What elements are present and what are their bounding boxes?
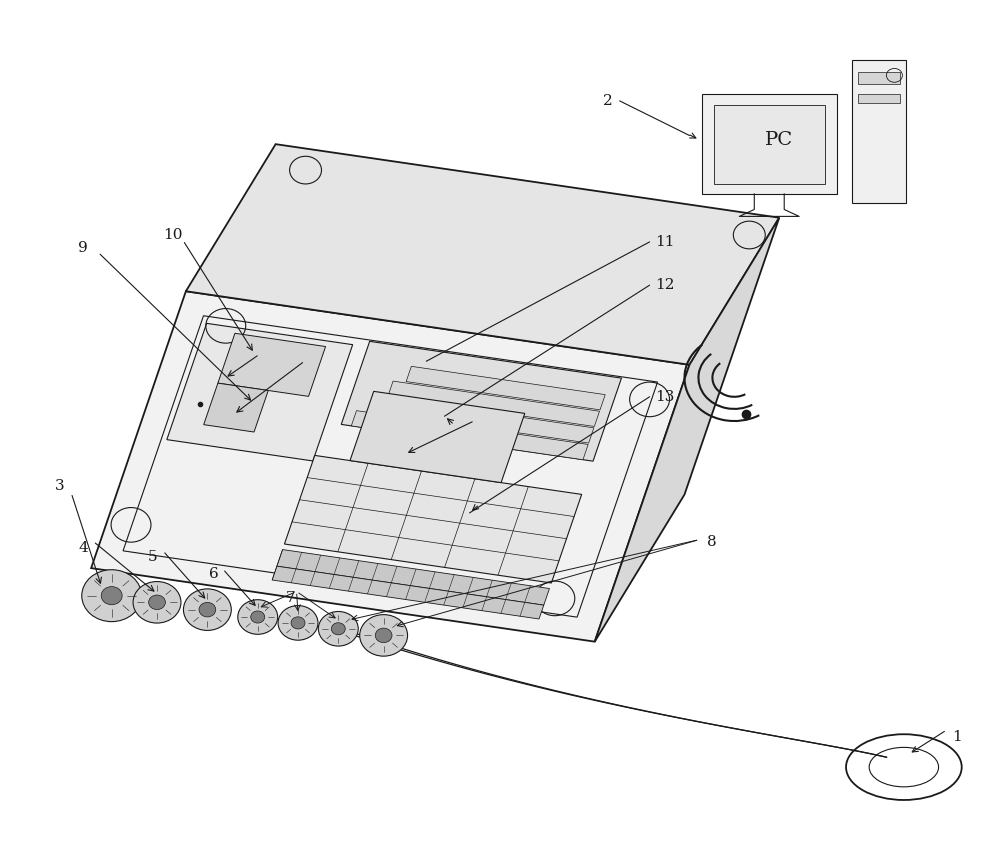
- Circle shape: [331, 622, 345, 635]
- Circle shape: [291, 617, 305, 629]
- Polygon shape: [341, 341, 621, 461]
- Polygon shape: [91, 292, 689, 641]
- Bar: [714, 105, 825, 183]
- Text: PC: PC: [765, 131, 793, 148]
- Circle shape: [375, 628, 392, 642]
- Polygon shape: [186, 144, 779, 365]
- Text: 13: 13: [655, 390, 674, 404]
- Text: 11: 11: [655, 235, 674, 249]
- Polygon shape: [277, 549, 549, 605]
- Circle shape: [238, 600, 278, 635]
- Text: 1: 1: [952, 730, 962, 744]
- Text: 12: 12: [655, 278, 674, 293]
- Polygon shape: [370, 396, 594, 443]
- Polygon shape: [388, 381, 600, 426]
- Polygon shape: [167, 324, 353, 461]
- Text: 3: 3: [54, 479, 64, 493]
- Circle shape: [318, 611, 358, 646]
- Polygon shape: [284, 456, 582, 583]
- Polygon shape: [272, 566, 544, 619]
- Text: 10: 10: [163, 228, 183, 242]
- Polygon shape: [351, 411, 588, 460]
- Text: 7: 7: [286, 591, 295, 605]
- Polygon shape: [204, 383, 268, 432]
- Text: 8: 8: [707, 536, 716, 549]
- Circle shape: [101, 587, 122, 605]
- Circle shape: [199, 602, 216, 617]
- Text: 4: 4: [78, 542, 88, 556]
- Polygon shape: [595, 218, 779, 641]
- Text: 6: 6: [209, 567, 219, 582]
- Text: 9: 9: [78, 241, 88, 255]
- Bar: [702, 95, 837, 194]
- Circle shape: [183, 589, 231, 630]
- Bar: [858, 72, 900, 84]
- Circle shape: [82, 569, 142, 621]
- Text: 5: 5: [148, 549, 158, 564]
- Circle shape: [360, 615, 408, 656]
- Circle shape: [149, 595, 165, 609]
- Polygon shape: [218, 333, 326, 397]
- Bar: [858, 95, 900, 103]
- Text: 2: 2: [603, 94, 613, 108]
- Bar: [852, 60, 906, 202]
- Circle shape: [278, 606, 318, 641]
- Circle shape: [133, 582, 181, 623]
- Polygon shape: [350, 391, 525, 483]
- Polygon shape: [406, 366, 605, 410]
- Circle shape: [251, 611, 265, 623]
